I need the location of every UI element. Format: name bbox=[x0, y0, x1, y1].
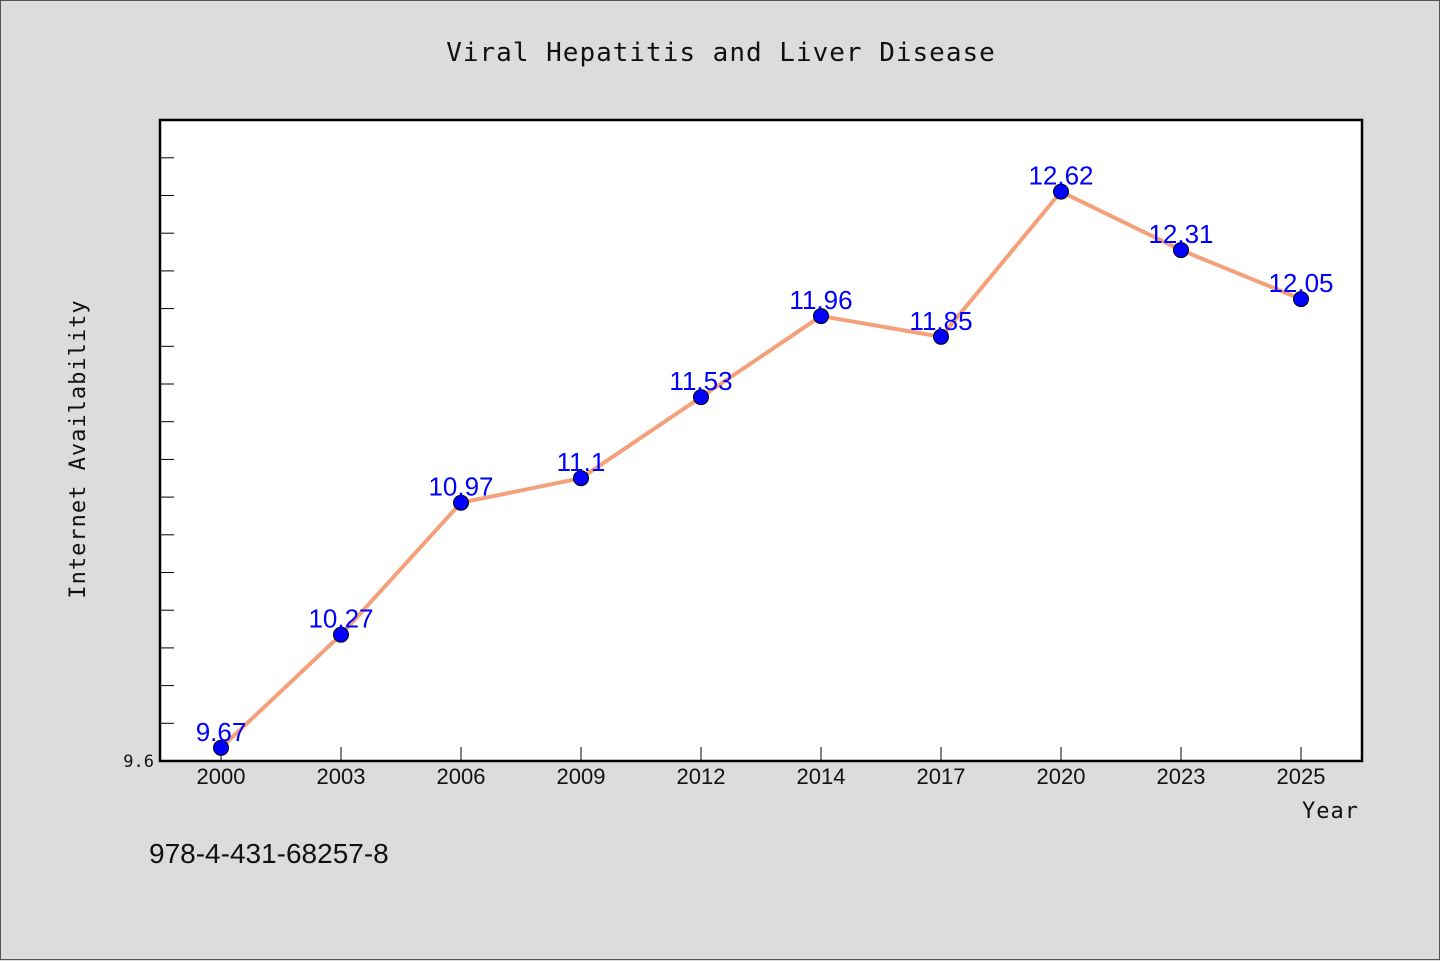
x-tick-label: 2012 bbox=[677, 764, 726, 789]
data-label: 11.96 bbox=[789, 285, 852, 315]
data-point bbox=[1293, 291, 1309, 308]
data-label: 10.27 bbox=[308, 604, 373, 634]
data-point bbox=[933, 328, 949, 345]
y-axis-label: Internet Availability bbox=[66, 299, 91, 598]
x-tick-label: 2006 bbox=[437, 764, 486, 789]
data-label: 12.05 bbox=[1268, 268, 1333, 298]
x-tick-label: 2000 bbox=[197, 764, 246, 789]
chart-title: Viral Hepatitis and Liver Disease bbox=[446, 38, 996, 68]
data-point bbox=[213, 739, 229, 756]
x-tick-label: 2023 bbox=[1157, 764, 1206, 789]
data-point bbox=[573, 470, 589, 487]
data-point bbox=[693, 389, 709, 406]
plot-area bbox=[158, 118, 1364, 763]
x-tick-label: 2003 bbox=[317, 764, 366, 789]
data-point bbox=[813, 308, 829, 325]
data-label: 12.31 bbox=[1148, 219, 1213, 249]
x-axis-label: Year bbox=[1302, 799, 1359, 824]
x-tick-label: 2025 bbox=[1277, 764, 1326, 789]
series-line bbox=[219, 189, 1302, 750]
footnote-isbn: 978-4-431-68257-8 bbox=[149, 838, 389, 869]
data-point bbox=[1053, 183, 1069, 200]
data-label: 11.85 bbox=[909, 306, 972, 336]
data-label: 11.53 bbox=[669, 366, 732, 396]
data-label: 10.97 bbox=[428, 472, 493, 502]
data-labels: 9.67 10.27 10.97 11.1 11.53 11.96 11.85 12.62 12… bbox=[196, 161, 1334, 747]
x-tick-label: 2020 bbox=[1037, 764, 1086, 789]
data-label: 12.62 bbox=[1028, 161, 1093, 191]
x-tick-label: 2017 bbox=[917, 764, 966, 789]
data-point bbox=[333, 626, 349, 643]
data-label: 9.67 bbox=[196, 717, 247, 747]
data-label: 11.1 bbox=[557, 447, 606, 477]
x-tick-label: 2014 bbox=[797, 764, 846, 789]
y-tick-label: 9.6 bbox=[123, 752, 154, 772]
data-point bbox=[1173, 242, 1189, 259]
y-axis-ticks: 9.6 bbox=[123, 157, 174, 772]
data-point bbox=[453, 494, 469, 511]
data-markers bbox=[213, 183, 1309, 756]
x-tick-label: 2009 bbox=[557, 764, 606, 789]
x-axis-ticks: 2000 2003 2006 2009 2012 2014 2017 2020 2023 2025 bbox=[197, 747, 1326, 789]
